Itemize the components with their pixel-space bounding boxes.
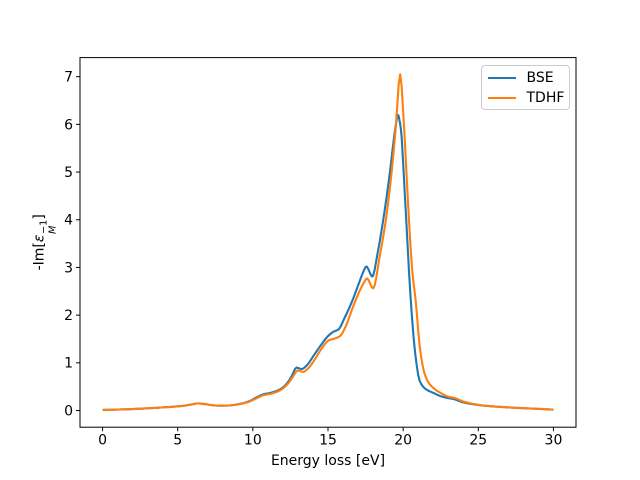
x-axis-label: Energy loss [eV] (270, 452, 386, 469)
y-tick-label: 5 (64, 165, 73, 181)
legend-line-tdhf (487, 97, 516, 100)
series-line-bse (102, 113, 554, 411)
x-tick-label: 10 (244, 433, 262, 449)
legend-label-tdhf: TDHF (526, 90, 565, 107)
y-tick-label: 7 (64, 70, 73, 86)
axes-frame (79, 57, 577, 428)
legend-label-bse: BSE (526, 69, 554, 86)
y-tick-label: 3 (64, 260, 73, 276)
legend-entry-bse: BSE (482, 67, 569, 88)
x-tick-label: 20 (394, 433, 412, 449)
y-tick-label: 6 (64, 117, 73, 133)
y-axis-label-epsilon: ε (31, 234, 48, 243)
y-tick-label: 2 (64, 308, 73, 324)
x-tick-label: 0 (98, 433, 107, 449)
series-line-tdhf (102, 73, 554, 411)
legend-entry-tdhf: TDHF (482, 88, 569, 109)
x-tick-label: 30 (545, 433, 563, 449)
y-axis-label-scripts: −1 M (39, 220, 60, 235)
legend-line-bse (487, 76, 516, 79)
legend: BSE TDHF (481, 65, 570, 110)
y-axis-label-prefix: -Im[ (31, 242, 48, 271)
x-tick-label: 25 (469, 433, 487, 449)
x-tick-label: 15 (319, 433, 337, 449)
y-axis-label: -Im[ε −1 M] (31, 214, 60, 271)
y-axis-label-subscript: M (48, 225, 60, 235)
y-tick-label: 1 (64, 356, 73, 372)
y-tick-label: 0 (64, 403, 73, 419)
x-tick-label: 5 (173, 433, 182, 449)
y-tick-label: 4 (64, 213, 73, 229)
